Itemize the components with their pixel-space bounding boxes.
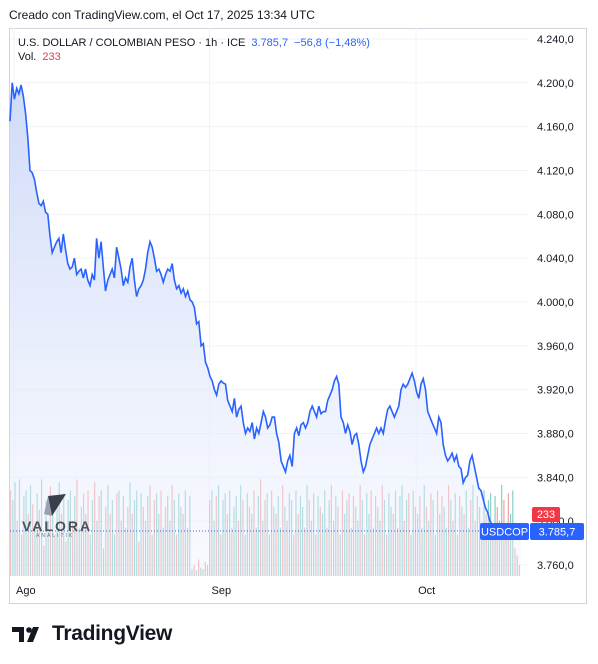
tradingview-logo-icon (12, 627, 39, 642)
chart-caption: Creado con TradingView.com, el Oct 17, 2… (9, 8, 315, 22)
x-tick-label: Sep (212, 585, 232, 597)
y-tick-label: 4.080,0 (537, 209, 574, 221)
y-tick-label: 3.920,0 (537, 385, 574, 397)
watermark-sub: ANALITIK (36, 533, 75, 539)
last-value: 3.785,7 (251, 37, 289, 49)
y-axis: 4.240,0 4.200,0 4.160,0 4.120,0 4.080,0 4.040… (537, 34, 574, 572)
y-tick-label: 3.840,0 (537, 472, 574, 484)
y-tick-label: 4.000,0 (537, 297, 574, 309)
y-tick-label: 4.200,0 (537, 78, 574, 90)
brand-name: TradingView (52, 622, 173, 645)
volume-label[interactable]: Vol. (18, 51, 37, 63)
price-badge: 3.785,7 (530, 523, 584, 540)
symbol-title[interactable]: U.S. DOLLAR / COLOMBIAN PESO · 1h · ICE (18, 37, 246, 49)
y-tick-label: 3.960,0 (537, 341, 574, 353)
change-value: −56,8 (−1,48%) (294, 37, 370, 49)
volume-legend: Vol. 233 (18, 51, 61, 63)
valora-logo-icon (44, 494, 66, 516)
volume-badge: 233 (532, 507, 560, 522)
tradingview-brand[interactable]: TradingView (12, 622, 172, 646)
price-area (10, 82, 521, 577)
price-line (9, 82, 521, 538)
y-tick-label: 4.240,0 (537, 34, 574, 46)
chart-frame (9, 28, 587, 604)
volume-badge-text: 233 (537, 509, 555, 521)
x-tick-label: Ago (16, 585, 36, 597)
y-tick-label: 3.880,0 (537, 429, 574, 441)
watermark-name: VALORA (22, 518, 93, 534)
volume-value: 233 (42, 51, 61, 63)
y-tick-label: 4.160,0 (537, 122, 574, 134)
x-axis: Ago Sep Oct (16, 585, 435, 597)
y-tick-label: 4.120,0 (537, 165, 574, 177)
y-tick-label: 3.760,0 (537, 560, 574, 572)
chart-legend: U.S. DOLLAR / COLOMBIAN PESO · 1h · ICE 3… (18, 35, 370, 51)
price-badge-text: 3.785,7 (539, 527, 576, 539)
ticker-badge-text: USDCOP (481, 527, 528, 539)
ticker-badge: USDCOP (480, 523, 529, 540)
y-tick-label: 4.040,0 (537, 253, 574, 265)
x-tick-label: Oct (418, 585, 435, 597)
